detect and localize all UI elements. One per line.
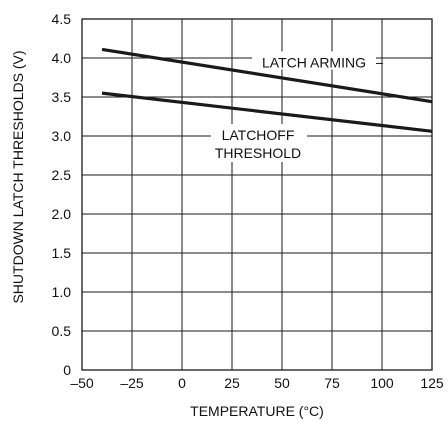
y-tick-label: 2.0 (52, 206, 72, 222)
series-lines (101, 47, 433, 133)
x-axis-title: TEMPERATURE (°C) (190, 403, 324, 419)
y-tick-label: 3.0 (52, 128, 72, 144)
plot-border (81, 18, 433, 371)
x-tick-label: –25 (120, 375, 144, 391)
x-tick-label: 75 (324, 375, 340, 391)
plot-frame (81, 18, 433, 371)
tick-labels: –50 –25 0 25 50 75 100 125 0 0.5 1.0 1.5 2.0 2.5 3.0 3.… (52, 11, 444, 391)
y-tick-label: 3.5 (52, 89, 72, 105)
x-tick-label: 25 (224, 375, 240, 391)
x-tick-label: 125 (420, 375, 444, 391)
x-tick-label: –50 (70, 375, 94, 391)
series-label-latch-arming: LATCH ARMING (262, 54, 366, 70)
series-label-background (252, 51, 376, 70)
series-line (101, 47, 433, 104)
y-tick-label: 1.5 (52, 245, 72, 261)
y-tick-label: 4.5 (52, 11, 72, 27)
y-axis-title: SHUTDOWN LATCH THRESHOLDS (V) (10, 50, 26, 303)
series-label-threshold: THRESHOLD (215, 145, 301, 161)
y-tick-label: 0 (63, 362, 71, 378)
y-tick-label: 2.5 (52, 167, 72, 183)
series-label-background (211, 124, 307, 162)
y-tick-label: 4.0 (52, 50, 72, 66)
y-tick-label: 1.0 (52, 284, 72, 300)
x-tick-label: 0 (178, 375, 186, 391)
y-tick-label: 0.5 (52, 323, 72, 339)
grid (81, 18, 433, 371)
series-annotations: LATCH ARMING LATCHOFF THRESHOLD (211, 51, 383, 162)
series-label-latchoff: LATCHOFF (222, 127, 295, 143)
x-tick-label: 50 (274, 375, 290, 391)
x-tick-label: 100 (370, 375, 394, 391)
series-line (101, 91, 433, 133)
